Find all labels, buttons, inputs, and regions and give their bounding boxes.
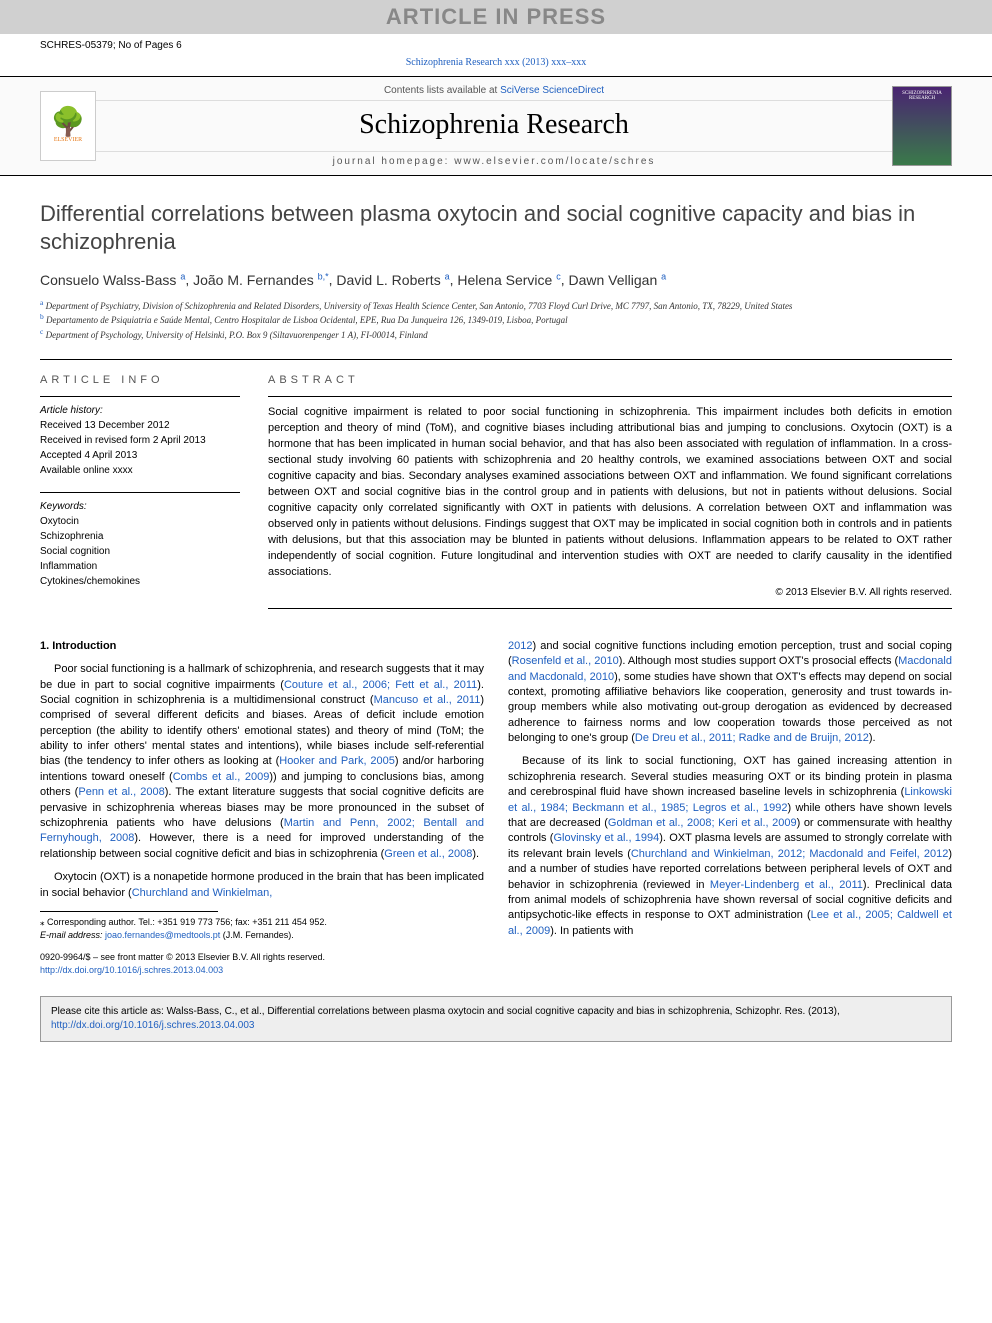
keyword: Inflammation [40,559,240,574]
paragraph: Poor social functioning is a hallmark of… [40,662,484,862]
citation-link[interactable]: 2012 [508,640,532,652]
cite-text: Please cite this article as: Walss-Bass,… [51,1006,840,1017]
footnote-separator [40,911,218,912]
copyright-block: 0920-9964/$ – see front matter © 2013 El… [40,951,484,976]
elsevier-tree-icon: 🌳 [51,109,86,137]
corresponding-author: ⁎ Corresponding author. Tel.: +351 919 7… [40,916,484,929]
contents-line: Contents lists available at SciVerse Sci… [96,85,892,101]
intro-heading: 1. Introduction [40,639,484,654]
keyword: Oxytocin [40,514,240,529]
email-line: E-mail address: joao.fernandes@medtools.… [40,929,484,942]
citation-link[interactable]: Hooker and Park, 2005 [279,755,395,767]
author: Helena Service c [457,272,560,288]
keyword: Schizophrenia [40,529,240,544]
keyword: Cytokines/chemokines [40,574,240,589]
cite-doi-link[interactable]: http://dx.doi.org/10.1016/j.schres.2013.… [51,1020,254,1031]
article-info-heading: ARTICLE INFO [40,374,240,386]
abstract-column: ABSTRACT Social cognitive impairment is … [268,374,952,608]
affiliations: a Department of Psychiatry, Division of … [40,298,952,342]
email-link[interactable]: joao.fernandes@medtools.pt [105,930,220,940]
cover-text: SCHIZOPHRENIA RESEARCH [893,91,951,101]
citation-link[interactable]: Penn et al., 2008 [78,786,164,798]
citation-link[interactable]: Goldman et al., 2008; Keri et al., 2009 [608,817,797,829]
affiliation-link[interactable]: a [180,271,185,281]
journal-citation-line: Schizophrenia Research xxx (2013) xxx–xx… [0,55,992,76]
elsevier-text: ELSEVIER [54,137,82,143]
history-revised: Received in revised form 2 April 2013 [40,433,240,448]
paragraph: Oxytocin (OXT) is a nonapetide hormone p… [40,870,484,901]
citation-box: Please cite this article as: Walss-Bass,… [40,996,952,1042]
affiliation-link[interactable]: b,* [318,271,329,281]
citation-link[interactable]: Churchland and Winkielman, 2012; Macdona… [631,848,948,860]
affiliation-link[interactable]: a [661,271,666,281]
keywords-block: Keywords: Oxytocin Schizophrenia Social … [40,492,240,589]
author: David L. Roberts a [336,272,449,288]
footnotes: ⁎ Corresponding author. Tel.: +351 919 7… [40,916,484,941]
abstract-heading: ABSTRACT [268,374,952,386]
author: João M. Fernandes b,* [193,272,329,288]
affiliation-b: b Departamento de Psiquiatria e Saúde Me… [40,312,952,327]
citation-link[interactable]: Rosenfeld et al., 2010 [512,655,619,667]
journal-header: 🌳 ELSEVIER Contents lists available at S… [0,76,992,176]
abstract-bottom-rule [268,608,952,609]
citation-link[interactable]: Glovinsky et al., 1994 [553,832,659,844]
keyword: Social cognition [40,544,240,559]
body-text: 1. Introduction Poor social functioning … [40,639,952,977]
abstract-text: Social cognitive impairment is related t… [268,396,952,580]
citation-link[interactable]: Churchland and Winkielman, [132,887,273,899]
homepage-label: journal homepage: [333,156,455,167]
citation-link[interactable]: Green et al., 2008 [384,848,472,860]
citation-link[interactable]: De Dreu et al., 2011; Radke and de Bruij… [635,732,869,744]
header-center: Contents lists available at SciVerse Sci… [96,85,892,167]
author: Dawn Velligan a [569,272,667,288]
history-received: Received 13 December 2012 [40,418,240,433]
paragraph: Because of its link to social functionin… [508,754,952,939]
author-list: Consuelo Walss-Bass a, João M. Fernandes… [40,271,952,288]
journal-name: Schizophrenia Research [96,109,892,141]
article-reference: SCHRES-05379; No of Pages 6 [0,34,992,55]
affiliation-link[interactable]: c [556,271,561,281]
keywords-label: Keywords: [40,499,240,514]
history-online: Available online xxxx [40,463,240,478]
journal-cover-thumbnail: SCHIZOPHRENIA RESEARCH [892,86,952,166]
front-matter: 0920-9964/$ – see front matter © 2013 El… [40,951,484,964]
homepage-url: www.elsevier.com/locate/schres [454,156,655,167]
citation-link[interactable]: Meyer-Lindenberg et al., 2011 [710,879,863,891]
journal-homepage: journal homepage: www.elsevier.com/locat… [96,151,892,167]
citation-link[interactable]: Couture et al., 2006; Fett et al., 2011 [284,679,477,691]
abstract-copyright: © 2013 Elsevier B.V. All rights reserved… [268,587,952,598]
affiliation-link[interactable]: a [445,271,450,281]
article-title: Differential correlations between plasma… [40,200,952,255]
contents-label: Contents lists available at [384,85,500,96]
doi-link[interactable]: http://dx.doi.org/10.1016/j.schres.2013.… [40,965,223,975]
history-accepted: Accepted 4 April 2013 [40,448,240,463]
history-label: Article history: [40,403,240,418]
affiliation-c: c Department of Psychology, University o… [40,327,952,342]
sciencedirect-link[interactable]: SciVerse ScienceDirect [500,85,604,96]
article-in-press-banner: ARTICLE IN PRESS [0,0,992,34]
article-history: Article history: Received 13 December 20… [40,396,240,478]
author: Consuelo Walss-Bass a [40,272,185,288]
citation-link[interactable]: Combs et al., 2009 [173,771,270,783]
article-info-column: ARTICLE INFO Article history: Received 1… [40,374,240,608]
journal-citation-link[interactable]: Schizophrenia Research xxx (2013) xxx–xx… [406,57,587,68]
elsevier-logo: 🌳 ELSEVIER [40,91,96,161]
paragraph: 2012) and social cognitive functions inc… [508,639,952,747]
affiliation-a: a Department of Psychiatry, Division of … [40,298,952,313]
citation-link[interactable]: Mancuso et al., 2011 [374,694,481,706]
